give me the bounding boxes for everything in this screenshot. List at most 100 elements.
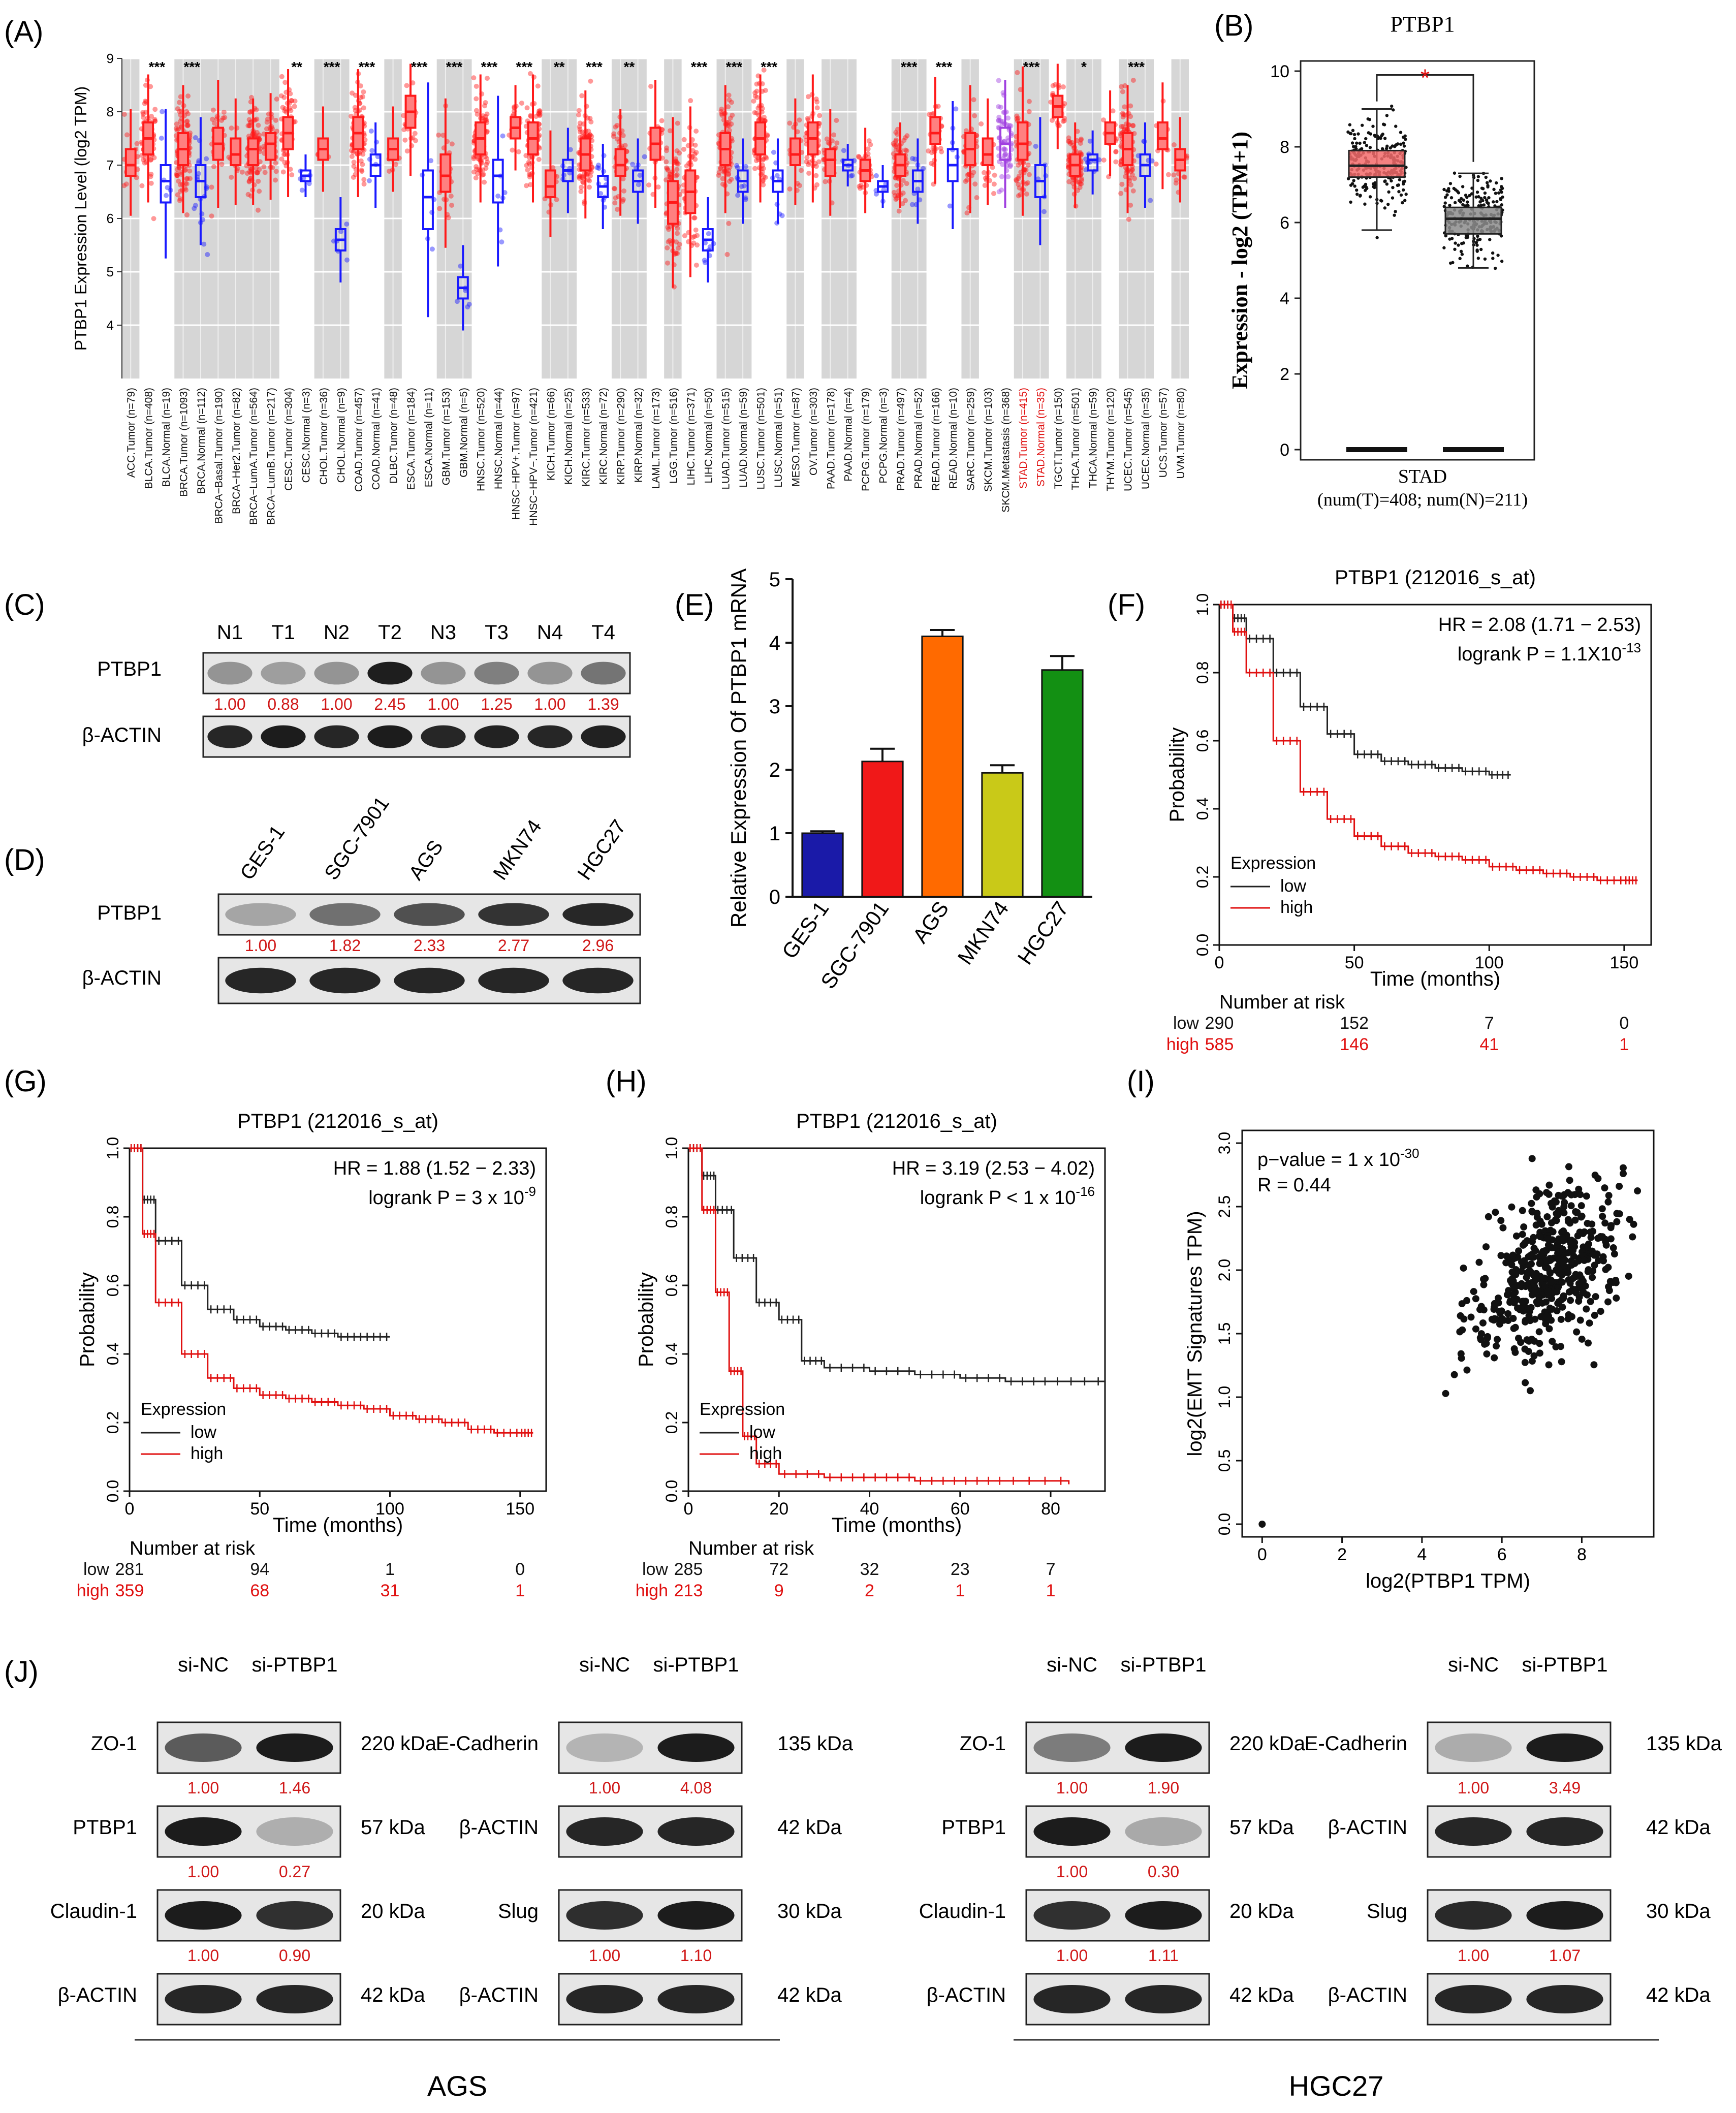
data-point bbox=[857, 183, 862, 189]
data-point bbox=[806, 94, 811, 100]
data-point bbox=[674, 160, 680, 165]
data-point bbox=[148, 156, 154, 162]
data-point bbox=[292, 98, 298, 104]
row-label: PTBP1 bbox=[941, 1816, 1006, 1839]
data-point bbox=[587, 178, 592, 183]
data-point bbox=[1371, 124, 1375, 128]
category-label: CESC.Normal (n=3) bbox=[300, 388, 312, 483]
data-point bbox=[1560, 1209, 1568, 1217]
data-point bbox=[1349, 132, 1353, 136]
data-point bbox=[1583, 1305, 1590, 1313]
data-point bbox=[904, 148, 909, 153]
data-point bbox=[1514, 1335, 1522, 1342]
data-point bbox=[449, 141, 455, 147]
data-point bbox=[1523, 1282, 1531, 1289]
data-point bbox=[174, 173, 180, 178]
data-point bbox=[1352, 133, 1356, 137]
data-point bbox=[1576, 1271, 1584, 1279]
data-point bbox=[1612, 1277, 1620, 1284]
x-tick-label: 150 bbox=[506, 1499, 534, 1519]
box bbox=[982, 137, 994, 166]
data-point bbox=[1580, 1288, 1587, 1296]
data-point bbox=[754, 94, 760, 100]
data-point bbox=[1592, 1293, 1599, 1301]
data-point bbox=[151, 216, 156, 222]
legend-label-low: low bbox=[749, 1423, 775, 1442]
data-point bbox=[1464, 236, 1468, 239]
quant-value: 1.07 bbox=[1549, 1946, 1581, 1965]
data-point bbox=[1504, 1317, 1512, 1324]
y-tick-label: 0.2 bbox=[1193, 866, 1212, 888]
risk-row-label: low bbox=[642, 1560, 668, 1579]
data-point bbox=[1528, 1200, 1535, 1207]
y-tick-label: 5 bbox=[769, 569, 780, 591]
y-tick-label: 6 bbox=[107, 211, 114, 226]
lane-label: N4 bbox=[537, 621, 563, 644]
data-point bbox=[675, 120, 680, 126]
data-point bbox=[1491, 1303, 1498, 1311]
blot-band bbox=[421, 661, 466, 685]
data-point bbox=[1548, 1316, 1555, 1324]
data-point bbox=[1075, 187, 1080, 193]
data-point bbox=[681, 146, 687, 152]
data-point bbox=[1567, 1191, 1575, 1199]
data-point bbox=[1472, 1325, 1479, 1333]
data-point bbox=[1492, 187, 1496, 192]
survival-curve-low bbox=[688, 1147, 1105, 1382]
data-point bbox=[273, 117, 278, 123]
data-point bbox=[1553, 1288, 1561, 1296]
data-point bbox=[254, 165, 259, 171]
data-point bbox=[1448, 237, 1451, 241]
data-point bbox=[1485, 1213, 1492, 1220]
data-point bbox=[247, 176, 253, 181]
data-point bbox=[1122, 83, 1128, 88]
data-point bbox=[1532, 1221, 1540, 1229]
data-point bbox=[1535, 1328, 1543, 1336]
data-point bbox=[1443, 201, 1447, 205]
data-point bbox=[1120, 110, 1125, 116]
data-point bbox=[1611, 1250, 1618, 1258]
data-point bbox=[1065, 138, 1071, 144]
data-point bbox=[900, 191, 906, 196]
data-point bbox=[140, 115, 146, 120]
data-point bbox=[1479, 1319, 1487, 1327]
risk-value: 7 bbox=[1046, 1560, 1056, 1579]
lane-label: si-PTBP1 bbox=[653, 1654, 739, 1676]
data-point bbox=[1548, 1278, 1555, 1286]
blot-band bbox=[1435, 1901, 1512, 1930]
data-point bbox=[1387, 190, 1391, 194]
hazard-ratio: HR = 3.19 (2.53 − 4.02) bbox=[892, 1158, 1095, 1179]
row-label: β-ACTIN bbox=[82, 724, 162, 746]
plot-frame bbox=[687, 1147, 1106, 1492]
data-point bbox=[693, 262, 699, 268]
data-point bbox=[1361, 123, 1364, 127]
data-point bbox=[1475, 1258, 1483, 1266]
data-point bbox=[761, 174, 767, 179]
data-point bbox=[1601, 1219, 1609, 1227]
data-point bbox=[621, 188, 627, 194]
data-point bbox=[1496, 1308, 1503, 1315]
data-point bbox=[1346, 130, 1350, 134]
y-tick-label: 0 bbox=[769, 886, 780, 908]
risk-header: Number at risk bbox=[130, 1538, 256, 1559]
row-label: Claudin-1 bbox=[919, 1900, 1006, 1922]
data-point bbox=[1484, 175, 1488, 179]
data-point bbox=[588, 78, 593, 84]
risk-value: 41 bbox=[1479, 1035, 1499, 1054]
data-point bbox=[620, 197, 626, 202]
category-label: KIRC.Tumor (n=533) bbox=[580, 388, 592, 487]
data-point bbox=[743, 197, 748, 202]
significance-marker: *** bbox=[691, 59, 708, 75]
data-point bbox=[264, 119, 270, 125]
data-point bbox=[577, 175, 582, 181]
data-point bbox=[278, 93, 284, 99]
data-point bbox=[254, 107, 259, 113]
y-tick-label: 1.0 bbox=[1215, 1386, 1234, 1408]
data-point bbox=[812, 161, 818, 166]
x-tick-label: AGS bbox=[908, 897, 953, 948]
data-point bbox=[1599, 1233, 1606, 1241]
data-point bbox=[142, 99, 148, 104]
data-point bbox=[246, 123, 252, 129]
data-point bbox=[1130, 78, 1136, 83]
data-point bbox=[873, 173, 879, 178]
